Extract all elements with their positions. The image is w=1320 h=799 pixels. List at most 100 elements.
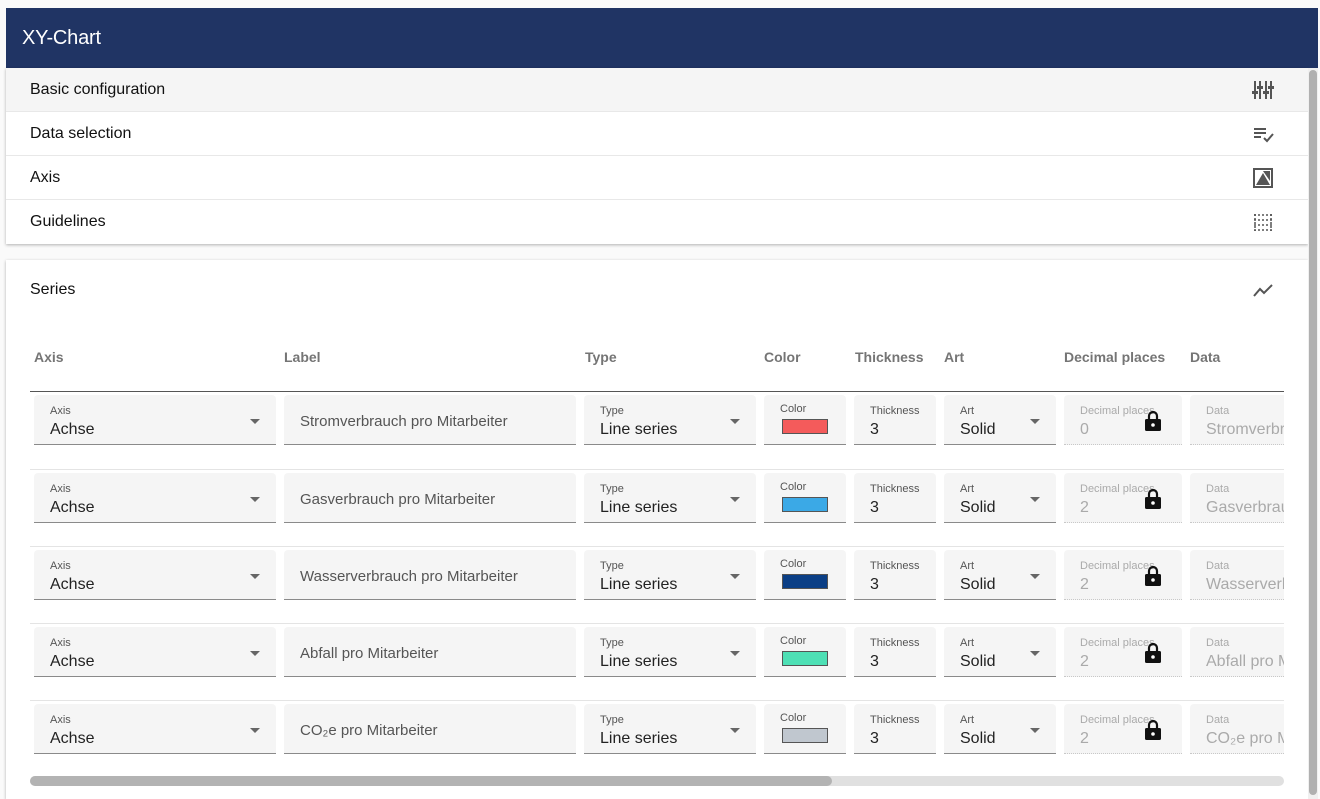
field-label: Axis [50,483,71,495]
horizontal-scrollbar-thumb[interactable] [30,776,832,786]
field-label: Data [1206,714,1230,726]
field-label: Axis [50,714,71,726]
field-label: Art [960,483,975,495]
label-input[interactable]: Wasserverbrauch pro Mitarbeiter [284,550,576,600]
decimal-places-value: 0 [1080,421,1089,438]
series-row: Axis Achse Gasverbrauch pro Mitarbeiter … [30,469,1284,546]
horizontal-scrollbar[interactable] [30,776,1284,786]
color-picker[interactable]: Color [764,473,846,523]
accordion-label: Data selection [30,125,132,142]
field-label: Art [960,405,975,417]
vertical-scrollbar[interactable] [1308,68,1318,799]
axis-select[interactable]: Axis Achse [34,395,276,445]
art-value: Solid [960,421,996,438]
type-value: Line series [600,499,678,516]
color-swatch [782,651,828,666]
field-label: Axis [50,637,71,649]
thickness-value: 3 [870,730,879,747]
column-header-art: Art [944,349,965,365]
data-select: Data Wasserverbrauch pro Mitarbeiter [1190,550,1284,600]
data-select: Data Stromverbrauch pro Mitarbeiter [1190,395,1284,445]
color-picker[interactable]: Color [764,704,846,754]
chevron-down-icon [730,651,740,656]
field-label: Type [600,405,624,417]
decimal-places-input: Decimal places 0 [1064,395,1182,445]
art-select[interactable]: Art Solid [944,627,1056,677]
lock-icon[interactable] [1144,488,1162,510]
type-select[interactable]: Type Line series [584,627,756,677]
type-select[interactable]: Type Line series [584,473,756,523]
lock-icon[interactable] [1144,565,1162,587]
axis-value: Achse [50,421,95,438]
type-select[interactable]: Type Line series [584,395,756,445]
color-picker[interactable]: Color [764,550,846,600]
lock-icon[interactable] [1144,642,1162,664]
series-row: Axis Achse Stromverbrauch pro Mitarbeite… [30,392,1284,469]
header-divider [30,391,1284,392]
chevron-down-icon [1030,574,1040,579]
art-select[interactable]: Art Solid [944,473,1056,523]
vertical-scrollbar-thumb[interactable] [1309,70,1317,795]
thickness-input[interactable]: Thickness 3 [854,627,936,677]
decimal-places-value: 2 [1080,653,1089,670]
accordion-axis[interactable]: Axis [6,156,1308,200]
axis-select[interactable]: Axis Achse [34,627,276,677]
type-value: Line series [600,653,678,670]
field-label: Type [600,714,624,726]
color-picker[interactable]: Color [764,395,846,445]
decimal-places-value: 2 [1080,499,1089,516]
type-select[interactable]: Type Line series [584,704,756,754]
chevron-down-icon [250,574,260,579]
field-label: Axis [50,405,71,417]
line-chart-icon [1253,284,1273,297]
chevron-down-icon [730,497,740,502]
field-label: Type [600,560,624,572]
axis-select[interactable]: Axis Achse [34,704,276,754]
data-select: Data CO₂e pro Mitarbeiter [1190,704,1284,754]
accordion-data-selection[interactable]: Data selection [6,112,1308,156]
lock-icon[interactable] [1144,410,1162,432]
field-label: Color [780,712,807,724]
axis-select[interactable]: Axis Achse [34,550,276,600]
series-header[interactable]: Series [6,260,1308,320]
art-select[interactable]: Art Solid [944,550,1056,600]
data-value: Stromverbrauch pro Mitarbeiter [1206,421,1284,438]
field-label: Color [780,558,807,570]
label-input[interactable]: CO₂e pro Mitarbeiter [284,704,576,754]
chevron-down-icon [730,728,740,733]
field-label: Data [1206,637,1230,649]
field-label: Type [600,483,624,495]
art-value: Solid [960,576,996,593]
field-label: Art [960,560,975,572]
accordion-basic-configuration[interactable]: Basic configuration [6,68,1308,112]
field-label: Axis [50,560,71,572]
lock-icon[interactable] [1144,719,1162,741]
data-value: CO₂e pro Mitarbeiter [1206,730,1284,747]
axis-select[interactable]: Axis Achse [34,473,276,523]
color-picker[interactable]: Color [764,627,846,677]
type-select[interactable]: Type Line series [584,550,756,600]
label-input[interactable]: Stromverbrauch pro Mitarbeiter [284,395,576,445]
thickness-input[interactable]: Thickness 3 [854,395,936,445]
type-value: Line series [600,576,678,593]
label-value: Stromverbrauch pro Mitarbeiter [300,413,508,430]
page-title: XY-Chart [22,27,101,49]
thickness-input[interactable]: Thickness 3 [854,473,936,523]
thickness-value: 3 [870,653,879,670]
thickness-input[interactable]: Thickness 3 [854,704,936,754]
field-label: Thickness [870,405,920,417]
color-swatch [782,497,828,512]
column-header-axis: Axis [34,349,64,365]
thickness-input[interactable]: Thickness 3 [854,550,936,600]
label-input[interactable]: Gasverbrauch pro Mitarbeiter [284,473,576,523]
accordion-guidelines[interactable]: Guidelines [6,200,1308,244]
field-label: Decimal places [1080,637,1155,649]
label-input[interactable]: Abfall pro Mitarbeiter [284,627,576,677]
chevron-down-icon [250,497,260,502]
art-select[interactable]: Art Solid [944,395,1056,445]
axis-value: Achse [50,730,95,747]
field-label: Color [780,481,807,493]
data-value: Wasserverbrauch pro Mitarbeiter [1206,576,1284,593]
art-select[interactable]: Art Solid [944,704,1056,754]
art-value: Solid [960,499,996,516]
